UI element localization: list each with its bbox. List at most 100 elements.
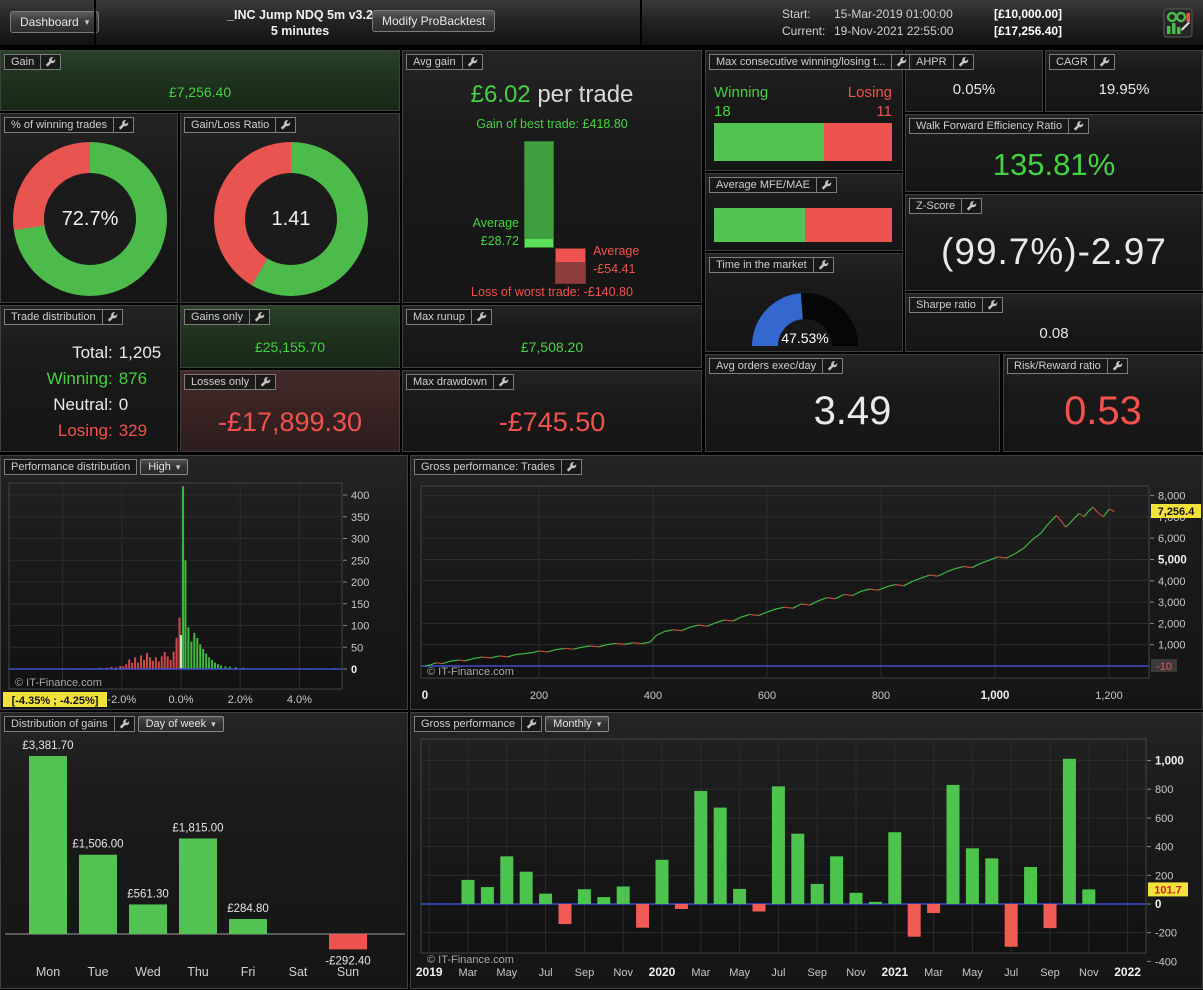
mfe-bar xyxy=(714,208,805,242)
wrench-icon[interactable] xyxy=(1094,54,1115,70)
wrench-icon[interactable] xyxy=(561,459,582,475)
hist-bar xyxy=(137,662,140,669)
equity-segment xyxy=(732,616,742,622)
dropdown-value: Monthly xyxy=(553,718,592,730)
x-tick-label: Sep xyxy=(807,967,827,979)
equity-segment xyxy=(1092,506,1099,513)
y-tick-label: 600 xyxy=(1155,813,1173,825)
equity-segment xyxy=(1079,513,1085,518)
equity-segment xyxy=(886,584,896,588)
gross-performance-monthly-chart: -400 -200 0 200 400 600 800 1,000 2019 Mar May Jul S… xyxy=(416,738,1188,979)
wrench-icon[interactable] xyxy=(493,374,514,390)
current-datetime: 19-Nov-2021 22:55:00 xyxy=(834,24,954,38)
equity-segment xyxy=(766,608,776,613)
month-bar xyxy=(636,904,650,928)
equity-segment xyxy=(741,613,751,618)
total-value: 1,205 xyxy=(118,343,162,362)
wrench-icon[interactable] xyxy=(462,54,483,70)
wrench-icon[interactable] xyxy=(114,716,135,732)
dashboard-menu-button[interactable]: Dashboard ▾ xyxy=(10,11,100,33)
equity-segment xyxy=(843,593,853,597)
equity-segment xyxy=(706,622,716,627)
y-tick-label: 300 xyxy=(351,534,369,546)
wrench-icon[interactable] xyxy=(249,309,270,325)
x-tick-label: 1,000 xyxy=(981,690,1010,702)
x-tick-label: 4.0% xyxy=(287,694,312,706)
worst-trade-label: Loss of worst trade: -£140.80 xyxy=(471,285,633,299)
wrench-icon[interactable] xyxy=(102,309,123,325)
wrench-icon[interactable] xyxy=(276,117,297,133)
wrench-icon[interactable] xyxy=(1069,118,1090,134)
avg-orders-panel: Avg orders exec/day 3.49 xyxy=(705,354,1000,452)
equity-segment xyxy=(689,624,699,628)
equity-segment xyxy=(1031,533,1041,541)
performance-distribution-dropdown[interactable]: High ▾ xyxy=(140,459,189,475)
report-settings-icon[interactable] xyxy=(1163,8,1193,38)
z-score-title: Z-Score xyxy=(909,198,963,214)
wrench-icon[interactable] xyxy=(816,177,837,193)
wrench-icon[interactable] xyxy=(114,117,134,133)
x-tick-label: 2021 xyxy=(881,965,908,979)
equity-segment xyxy=(590,645,599,648)
mae-bar xyxy=(804,208,892,242)
day-label: Sat xyxy=(289,965,308,979)
wrench-icon[interactable] xyxy=(953,54,974,70)
equity-segment xyxy=(473,656,483,660)
wrench-icon[interactable] xyxy=(1107,358,1128,374)
y-tick-label: 1,000 xyxy=(1155,756,1184,768)
avg-win-bar xyxy=(524,141,554,248)
equity-segment xyxy=(547,649,557,653)
month-bar xyxy=(597,897,611,904)
wrench-icon[interactable] xyxy=(813,257,834,273)
consecutive-winning-value: 18 xyxy=(714,103,731,120)
gross-performance-monthly-dropdown[interactable]: Monthly ▾ xyxy=(545,716,610,732)
risk-reward-title: Risk/Reward ratio xyxy=(1007,358,1108,374)
y-tick-label: 250 xyxy=(351,555,369,567)
avg-gain-value: £6.02 xyxy=(470,81,531,108)
modify-probacktest-button[interactable]: Modify ProBacktest xyxy=(372,10,496,32)
month-bar xyxy=(907,904,921,937)
hist-bar xyxy=(143,659,145,669)
day-value-label: £3,381.70 xyxy=(22,740,73,752)
equity-segment xyxy=(556,647,565,651)
hist-bar xyxy=(166,656,169,669)
topbar-separator xyxy=(640,0,642,47)
equity-segment xyxy=(1040,525,1047,534)
equity-segment xyxy=(581,645,591,648)
wrench-icon[interactable] xyxy=(962,198,983,214)
equity-segment xyxy=(869,588,879,591)
wrench-icon[interactable] xyxy=(823,358,844,374)
z-score-value: (99.7%)-2.97 xyxy=(941,231,1167,272)
hist-bar xyxy=(131,662,134,669)
month-bar xyxy=(616,886,630,904)
wrench-icon[interactable] xyxy=(471,309,492,325)
topbar: Dashboard ▾ _INC Jump NDQ 5m v3.2 5 minu… xyxy=(0,0,1203,47)
equity-segment xyxy=(672,629,682,632)
hist-bar xyxy=(154,657,157,669)
month-bar xyxy=(810,883,824,904)
value-tag-bg xyxy=(1151,504,1201,518)
x-tick-label: Sep xyxy=(1040,967,1060,979)
zero-line-tag: -10 xyxy=(1156,661,1172,673)
wrench-icon[interactable] xyxy=(522,716,543,732)
x-tick-label: Nov xyxy=(846,967,866,979)
equity-segment xyxy=(649,635,657,643)
y-tick-label: 400 xyxy=(1155,842,1173,854)
hist-bar xyxy=(125,664,128,669)
wrench-icon[interactable] xyxy=(256,374,277,390)
equity-segment xyxy=(1045,519,1053,527)
wrench-icon[interactable] xyxy=(982,297,1003,313)
equity-segment xyxy=(573,646,582,650)
equity-segment xyxy=(724,619,733,622)
equity-segment xyxy=(877,586,887,591)
total-label: Total: xyxy=(72,343,113,362)
gross-performance-trades-chart: 1,0002,0003,0004,0005,0006,0007,0008,000… xyxy=(420,485,1201,702)
x-tick-label: Sep xyxy=(575,967,595,979)
x-tick-label: 2022 xyxy=(1114,965,1141,979)
wrench-icon[interactable] xyxy=(41,54,62,70)
x-tick-label: 200 xyxy=(530,690,548,702)
hist-bar xyxy=(214,662,217,669)
distribution-of-gains-dropdown[interactable]: Day of week ▾ xyxy=(137,716,224,732)
avg-gain-panel: Avg gain £6.02 per trade Gain of best tr… xyxy=(402,50,702,303)
dropdown-value: High xyxy=(148,461,171,473)
